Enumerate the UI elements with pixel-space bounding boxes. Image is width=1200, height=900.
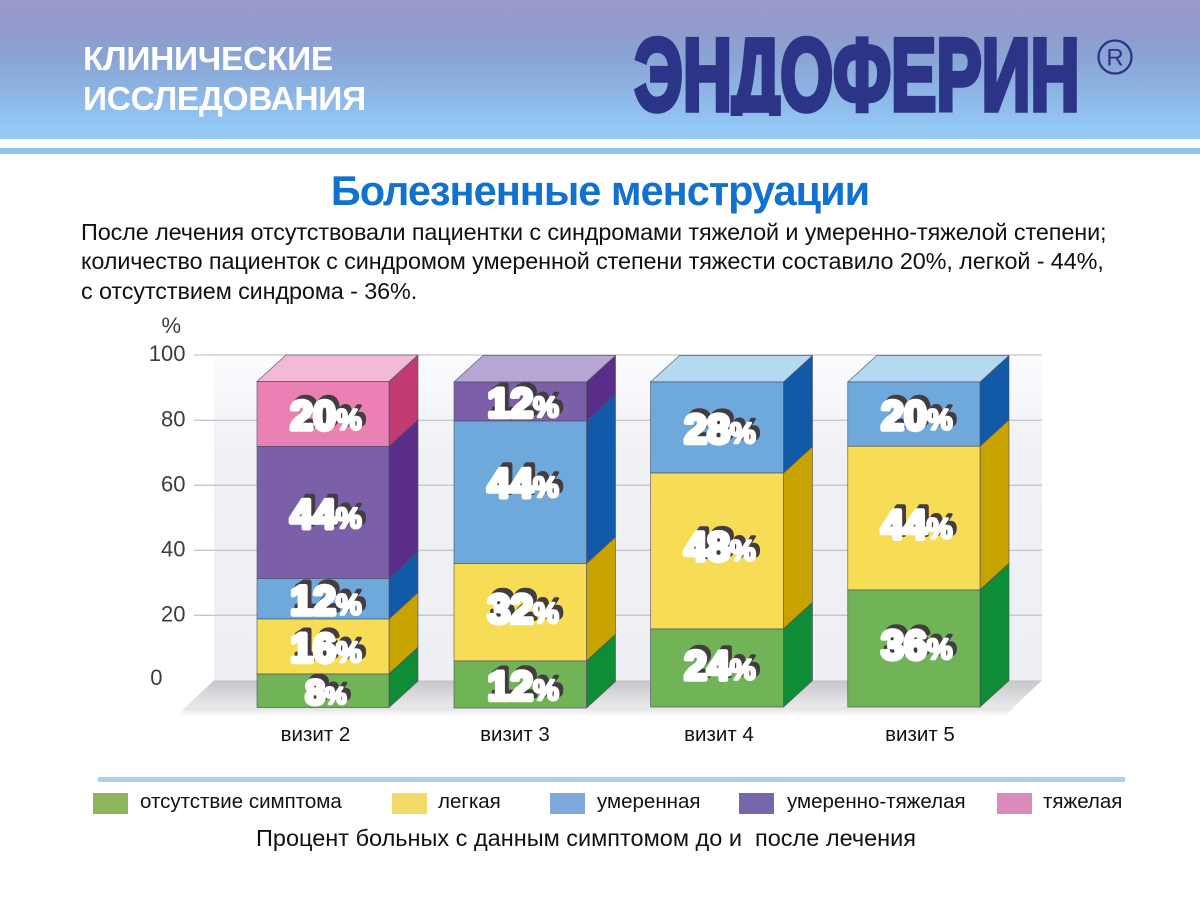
svg-text:16%: 16%	[294, 621, 366, 667]
svg-text:16%: 16%	[290, 625, 362, 671]
svg-text:44%: 44%	[491, 456, 563, 502]
svg-text:12%: 12%	[488, 380, 560, 426]
svg-text:100: 100	[149, 341, 186, 366]
svg-text:визит 5: визит 5	[885, 723, 955, 746]
svg-text:визит 3: визит 3	[480, 723, 550, 746]
svg-text:визит 2: визит 2	[281, 723, 351, 746]
svg-text:%: %	[161, 313, 181, 338]
svg-text:60: 60	[161, 472, 185, 497]
svg-text:визит 4: визит 4	[684, 723, 754, 746]
svg-text:20: 20	[161, 602, 185, 627]
svg-text:36%: 36%	[885, 618, 957, 664]
svg-text:80: 80	[161, 407, 185, 432]
svg-text:44%: 44%	[881, 502, 953, 548]
svg-text:40: 40	[161, 537, 185, 562]
svg-text:12%: 12%	[290, 577, 362, 623]
svg-text:ЭНДОФЕРИН: ЭНДОФЕРИН	[635, 20, 1080, 130]
svg-text:12%: 12%	[491, 376, 563, 422]
svg-text:28%: 28%	[688, 402, 760, 448]
svg-text:R: R	[1106, 45, 1123, 72]
svg-text:12%: 12%	[488, 663, 560, 709]
svg-text:0: 0	[150, 665, 162, 690]
